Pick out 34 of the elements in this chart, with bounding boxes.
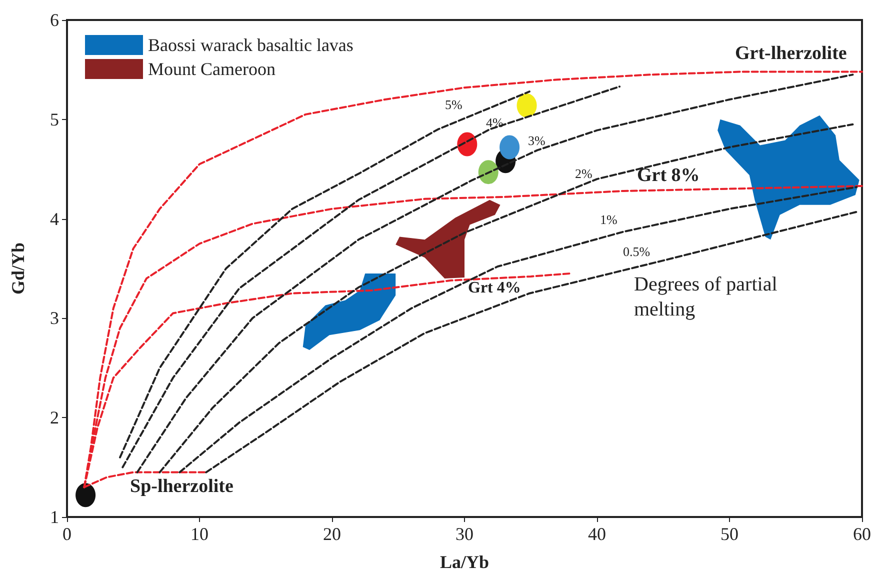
annotation: 1% <box>600 212 618 227</box>
annotation: Grt 4% <box>468 280 521 296</box>
x-tick-label: 30 <box>456 524 474 544</box>
x-tick-label: 10 <box>190 524 208 544</box>
x-tick-label: 20 <box>323 524 341 544</box>
legend-label: Mount Cameroon <box>148 59 276 79</box>
annotation: 0.5% <box>623 244 650 259</box>
annotation: 2% <box>575 166 592 181</box>
point <box>500 135 520 160</box>
point <box>478 160 498 184</box>
x-tick-label: 0 <box>62 524 72 544</box>
y-tick-label: 5 <box>50 109 59 130</box>
point <box>516 93 537 118</box>
annotation: Degrees of partial melting <box>634 274 782 320</box>
y-tick-label: 3 <box>50 308 59 328</box>
x-tick-label: 60 <box>853 524 871 544</box>
y-axis-title: Gd/Yb <box>8 242 28 295</box>
y-tick-label: 2 <box>50 408 59 428</box>
annotation: Grt-lherzolite <box>735 43 847 64</box>
y-tick-label: 1 <box>50 507 59 527</box>
annotation: Sp-lherzolite <box>130 476 234 497</box>
line-series <box>119 90 530 458</box>
x-axis-title: La/Yb <box>440 552 490 572</box>
legend-label: Baossi warack basaltic lavas <box>148 35 354 55</box>
y-tick-label: 6 <box>50 10 59 30</box>
x-tick-label: 50 <box>720 524 738 544</box>
y-tick-label: 4 <box>50 208 59 229</box>
annotation: Grt 8% <box>637 165 700 186</box>
line-series <box>122 86 621 468</box>
annotation: 5% <box>445 97 462 112</box>
point <box>457 132 478 156</box>
point <box>76 483 96 508</box>
annotation: 3% <box>528 133 546 148</box>
x-tick-label: 40 <box>588 524 606 544</box>
